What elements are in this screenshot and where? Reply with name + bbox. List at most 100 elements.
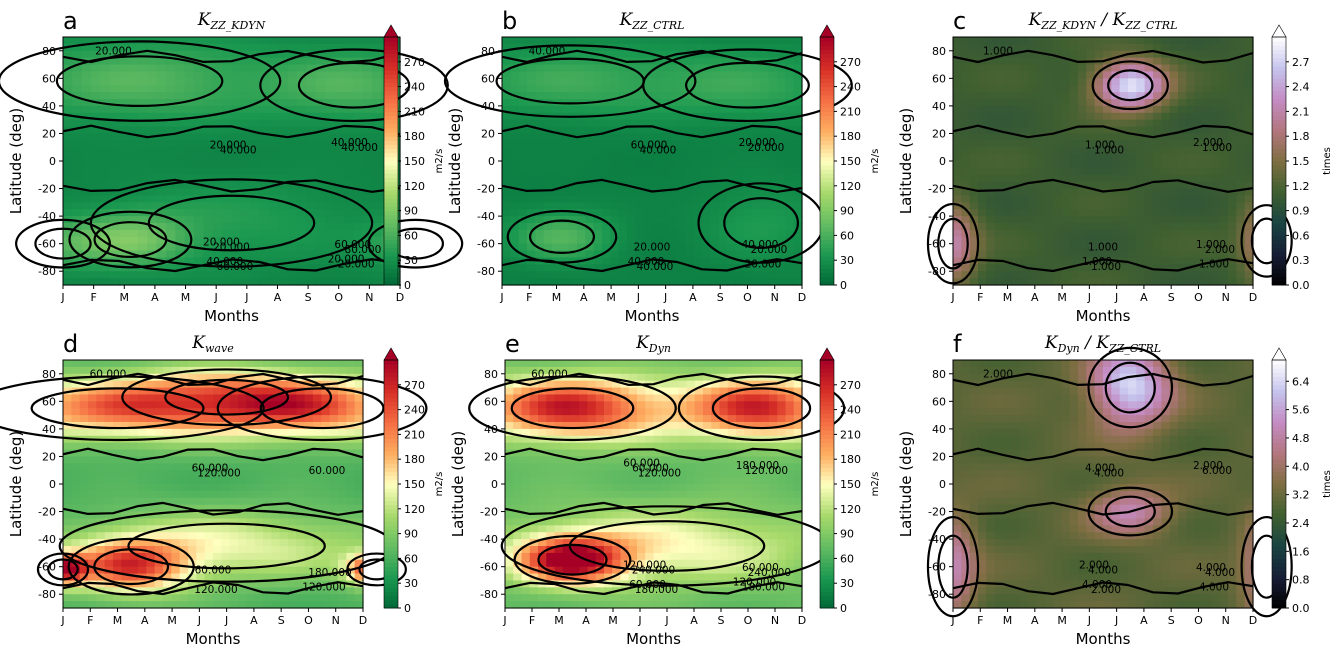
heatmap-cell (212, 250, 223, 259)
heatmap-cell (577, 216, 586, 224)
heatmap-cell (743, 126, 753, 135)
colorbar-segment (820, 132, 834, 137)
heatmap-cell (175, 195, 186, 203)
heatmap-cell (702, 188, 711, 197)
heatmap-cell (1011, 271, 1021, 279)
heatmap-cell (212, 216, 223, 224)
heatmap-cell (175, 174, 186, 183)
contour-label: 60.000 (217, 261, 254, 273)
heatmap-cell (287, 209, 298, 217)
heatmap-cell (212, 223, 223, 231)
x-tick-label: D (396, 291, 404, 304)
heatmap-cell (1161, 209, 1171, 217)
colorbar-segment (1272, 218, 1286, 224)
heatmap-cell (627, 147, 636, 155)
heatmap-cell (969, 64, 979, 73)
heatmap-cell (156, 85, 167, 93)
heatmap-cell (552, 202, 561, 210)
heatmap-cell (129, 449, 139, 458)
heatmap-cell (710, 105, 720, 114)
heatmap-cell (1044, 195, 1054, 203)
heatmap-cell (96, 442, 106, 451)
heatmap-cell (109, 50, 120, 59)
heatmap-cell (610, 85, 620, 93)
heatmap-cell (306, 64, 317, 73)
heatmap-cell (518, 195, 528, 203)
heatmap-cell (1069, 126, 1079, 135)
heatmap-cell (527, 181, 536, 190)
colorbar-segment (1272, 256, 1286, 261)
heatmap-cell (518, 105, 528, 114)
heatmap-cell (577, 236, 586, 245)
colorbar-tick-label: 240 (404, 81, 425, 94)
heatmap-cell (1053, 57, 1062, 66)
heatmap-cell (334, 174, 345, 183)
heatmap-cell (986, 119, 996, 128)
heatmap-cell (88, 601, 97, 609)
heatmap-cell (777, 243, 786, 252)
heatmap-cell (138, 428, 147, 437)
heatmap-cell (668, 167, 678, 176)
heatmap-cell (371, 250, 382, 259)
heatmap-cell (1244, 140, 1254, 148)
heatmap-cell (250, 92, 261, 100)
panel-b: 40.00040.00020.00040.00020.00020.00020.0… (443, 7, 881, 325)
heatmap-cell (1136, 202, 1146, 210)
heatmap-cell (113, 449, 122, 458)
heatmap-cell (1186, 216, 1196, 224)
heatmap-cell (510, 250, 520, 259)
heatmap-cell (137, 105, 148, 114)
heatmap-cell (371, 126, 382, 135)
heatmap-cell (343, 112, 354, 121)
heatmap-cell (165, 271, 176, 279)
colorbar-segment (384, 194, 398, 199)
heatmap-cell (100, 236, 111, 245)
heatmap-cell (1211, 133, 1221, 141)
heatmap-cell (334, 37, 345, 45)
contour-label: 40.000 (206, 256, 243, 268)
heatmap-cell (1078, 271, 1087, 279)
heatmap-cell (353, 119, 364, 128)
heatmap-cell (315, 236, 326, 245)
heatmap-cell (627, 119, 636, 128)
heatmap-cell (88, 394, 97, 402)
heatmap-cell (510, 271, 520, 279)
heatmap-cell (63, 594, 72, 602)
heatmap-cell (91, 126, 102, 135)
heatmap-cell (986, 147, 996, 155)
heatmap-cell (259, 112, 270, 121)
heatmap-cell (71, 484, 81, 492)
heatmap-cell (315, 140, 326, 148)
colorbar-segment (1272, 251, 1286, 257)
heatmap-cell (343, 271, 354, 279)
heatmap-cell (702, 257, 711, 265)
heatmap-cell (535, 92, 545, 100)
heatmap-cell (250, 188, 261, 197)
heatmap-cell (1211, 71, 1221, 79)
heatmap-cell (1069, 278, 1079, 286)
heatmap-cell (119, 78, 130, 86)
heatmap-cell (618, 105, 628, 114)
heatmap-cell (760, 92, 770, 100)
heatmap-cell (104, 552, 114, 561)
heatmap-cell (222, 223, 233, 231)
heatmap-cell (585, 78, 595, 86)
heatmap-cell (1003, 92, 1012, 100)
heatmap-cell (1119, 92, 1129, 100)
heatmap-cell (618, 209, 628, 217)
heatmap-cell (1069, 133, 1079, 141)
heatmap-cell (743, 264, 753, 272)
heatmap-cell (287, 271, 298, 279)
heatmap-cell (710, 250, 720, 259)
heatmap-cell (100, 188, 111, 197)
heatmap-cell (268, 126, 279, 135)
heatmap-cell (1236, 167, 1246, 176)
heatmap-cell (353, 195, 364, 203)
heatmap-cell (510, 37, 520, 45)
colorbar-segment (1272, 148, 1286, 154)
heatmap-cell (635, 37, 645, 45)
heatmap-cell (154, 504, 164, 513)
heatmap-cell (194, 99, 205, 107)
colorbar-segment (384, 235, 398, 241)
heatmap-cell (1103, 257, 1112, 265)
